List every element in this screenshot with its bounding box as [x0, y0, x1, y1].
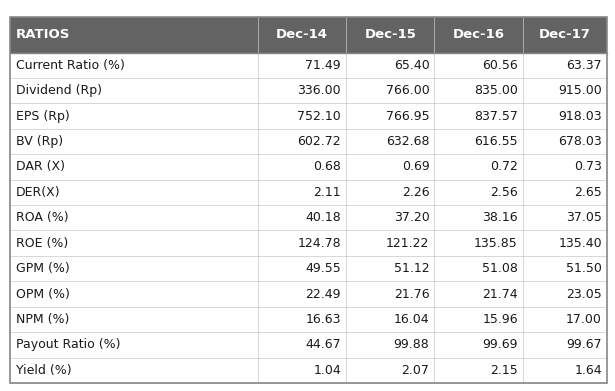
Text: 2.11: 2.11: [314, 186, 341, 199]
Bar: [10, 205, 607, 231]
Text: 16.63: 16.63: [306, 313, 341, 326]
Bar: [10, 358, 607, 383]
Text: 0.68: 0.68: [313, 160, 341, 174]
Text: 1.04: 1.04: [314, 364, 341, 377]
Bar: [10, 78, 607, 103]
Text: BV (Rp): BV (Rp): [16, 135, 63, 148]
Text: 124.78: 124.78: [298, 237, 341, 250]
Text: 51.12: 51.12: [394, 262, 429, 275]
Text: 21.76: 21.76: [394, 287, 429, 301]
Text: Dec-15: Dec-15: [364, 28, 416, 41]
Bar: [10, 154, 607, 180]
Text: Current Ratio (%): Current Ratio (%): [16, 59, 125, 72]
Text: DER(X): DER(X): [16, 186, 61, 199]
Text: 65.40: 65.40: [394, 59, 429, 72]
Bar: [10, 282, 607, 307]
Text: 632.68: 632.68: [386, 135, 429, 148]
Text: 23.05: 23.05: [566, 287, 602, 301]
Text: 37.05: 37.05: [566, 211, 602, 224]
Text: NPM (%): NPM (%): [16, 313, 69, 326]
Text: 2.65: 2.65: [574, 186, 602, 199]
Bar: [10, 17, 607, 52]
Text: 22.49: 22.49: [306, 287, 341, 301]
Text: Dec-14: Dec-14: [276, 28, 328, 41]
Text: Dec-16: Dec-16: [453, 28, 505, 41]
Text: GPM (%): GPM (%): [16, 262, 69, 275]
Text: 40.18: 40.18: [306, 211, 341, 224]
Text: 21.74: 21.74: [482, 287, 518, 301]
Text: 2.07: 2.07: [402, 364, 429, 377]
Text: 0.72: 0.72: [490, 160, 518, 174]
Text: 336.00: 336.00: [298, 84, 341, 97]
Text: 0.69: 0.69: [402, 160, 429, 174]
Bar: [10, 231, 607, 256]
Text: 616.55: 616.55: [474, 135, 518, 148]
Text: 766.95: 766.95: [386, 109, 429, 123]
Text: 121.22: 121.22: [386, 237, 429, 250]
Text: 915.00: 915.00: [558, 84, 602, 97]
Text: 135.40: 135.40: [558, 237, 602, 250]
Text: 63.37: 63.37: [566, 59, 602, 72]
Bar: [10, 307, 607, 332]
Bar: [10, 332, 607, 358]
Text: Payout Ratio (%): Payout Ratio (%): [16, 338, 121, 352]
Bar: [10, 180, 607, 205]
Text: ROE (%): ROE (%): [16, 237, 68, 250]
Text: 0.73: 0.73: [574, 160, 602, 174]
Text: EPS (Rp): EPS (Rp): [16, 109, 69, 123]
Bar: [10, 52, 607, 78]
Text: 135.85: 135.85: [474, 237, 518, 250]
Text: 752.10: 752.10: [298, 109, 341, 123]
Text: 37.20: 37.20: [394, 211, 429, 224]
Text: 38.16: 38.16: [482, 211, 518, 224]
Text: OPM (%): OPM (%): [16, 287, 70, 301]
Text: 766.00: 766.00: [386, 84, 429, 97]
Bar: [10, 256, 607, 282]
Text: 51.08: 51.08: [482, 262, 518, 275]
Text: 99.88: 99.88: [394, 338, 429, 352]
Text: 71.49: 71.49: [306, 59, 341, 72]
Text: 2.56: 2.56: [490, 186, 518, 199]
Text: 2.26: 2.26: [402, 186, 429, 199]
Text: 2.15: 2.15: [490, 364, 518, 377]
Text: 918.03: 918.03: [558, 109, 602, 123]
Text: 60.56: 60.56: [482, 59, 518, 72]
Text: 16.04: 16.04: [394, 313, 429, 326]
Text: 602.72: 602.72: [298, 135, 341, 148]
Text: 17.00: 17.00: [566, 313, 602, 326]
Text: 15.96: 15.96: [482, 313, 518, 326]
Bar: [10, 103, 607, 129]
Text: 99.67: 99.67: [566, 338, 602, 352]
Text: ROA (%): ROA (%): [16, 211, 69, 224]
Text: 49.55: 49.55: [306, 262, 341, 275]
Bar: [10, 129, 607, 154]
Text: 835.00: 835.00: [474, 84, 518, 97]
Text: DAR (X): DAR (X): [16, 160, 65, 174]
Text: 99.69: 99.69: [482, 338, 518, 352]
Text: Dec-17: Dec-17: [539, 28, 591, 41]
Text: 1.64: 1.64: [574, 364, 602, 377]
Text: Dividend (Rp): Dividend (Rp): [16, 84, 102, 97]
Text: 44.67: 44.67: [306, 338, 341, 352]
Text: 51.50: 51.50: [566, 262, 602, 275]
Text: RATIOS: RATIOS: [16, 28, 70, 41]
Text: Yield (%): Yield (%): [16, 364, 71, 377]
Text: 837.57: 837.57: [474, 109, 518, 123]
Text: 678.03: 678.03: [558, 135, 602, 148]
